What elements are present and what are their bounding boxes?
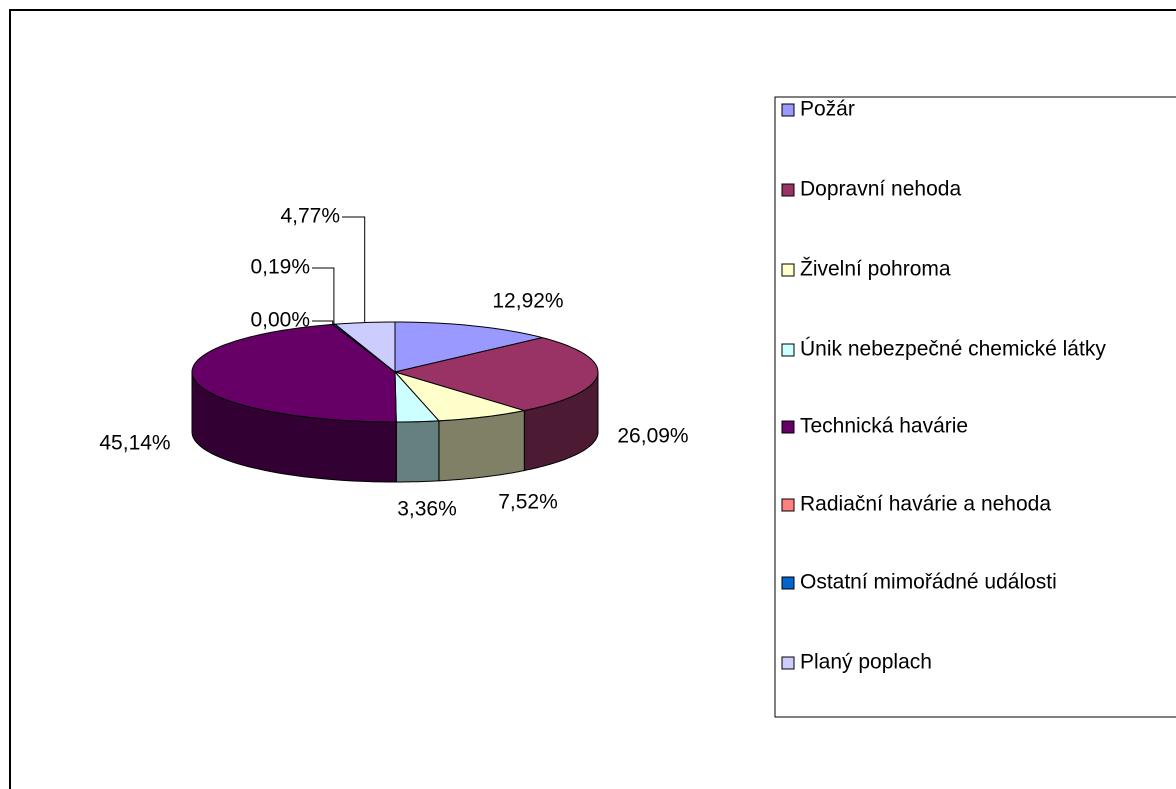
leader-line [342, 216, 366, 323]
data-label: 7,52% [498, 491, 558, 514]
data-label: 45,14% [99, 432, 170, 455]
data-label: 3,36% [397, 498, 457, 521]
pie-slice-side [395, 420, 440, 483]
legend-label: Živelní pohroma [800, 258, 951, 281]
legend-label: Technická havárie [800, 415, 968, 438]
pie-slice [394, 370, 440, 423]
data-label: 0,00% [250, 309, 310, 332]
chart-frame [9, 9, 1176, 789]
pie-slice [394, 321, 543, 373]
legend-swatch [781, 263, 795, 277]
legend-swatch [781, 343, 795, 357]
leader-line [312, 267, 335, 325]
leader-line [312, 320, 334, 325]
legend-label: Planý poplach [800, 651, 932, 674]
legend-label: Ostatní mimořádné události [800, 571, 1057, 594]
data-label: 4,77% [280, 205, 340, 228]
legend-swatch [781, 576, 795, 590]
legend-label: Požár [800, 98, 855, 121]
legend-box [774, 96, 1176, 718]
data-label: 0,19% [250, 256, 310, 279]
legend-swatch [781, 420, 795, 434]
pie-tops [191, 321, 599, 423]
pie-slice [393, 371, 525, 422]
pie-slice [393, 337, 599, 412]
legend-swatch [781, 656, 795, 670]
pie-slice [191, 323, 397, 423]
data-label: 26,09% [617, 425, 688, 448]
legend-label: Únik nebezpečné chemické látky [800, 338, 1106, 361]
legend-swatch [781, 183, 795, 197]
pie-slice-side [438, 410, 525, 482]
legend-swatch [781, 498, 795, 512]
data-label: 12,92% [492, 290, 563, 313]
legend-label: Dopravní nehoda [800, 178, 961, 201]
pie-sides [191, 371, 599, 483]
legend-swatch [781, 103, 795, 117]
legend-label: Radiační havárie a nehoda [800, 493, 1051, 516]
